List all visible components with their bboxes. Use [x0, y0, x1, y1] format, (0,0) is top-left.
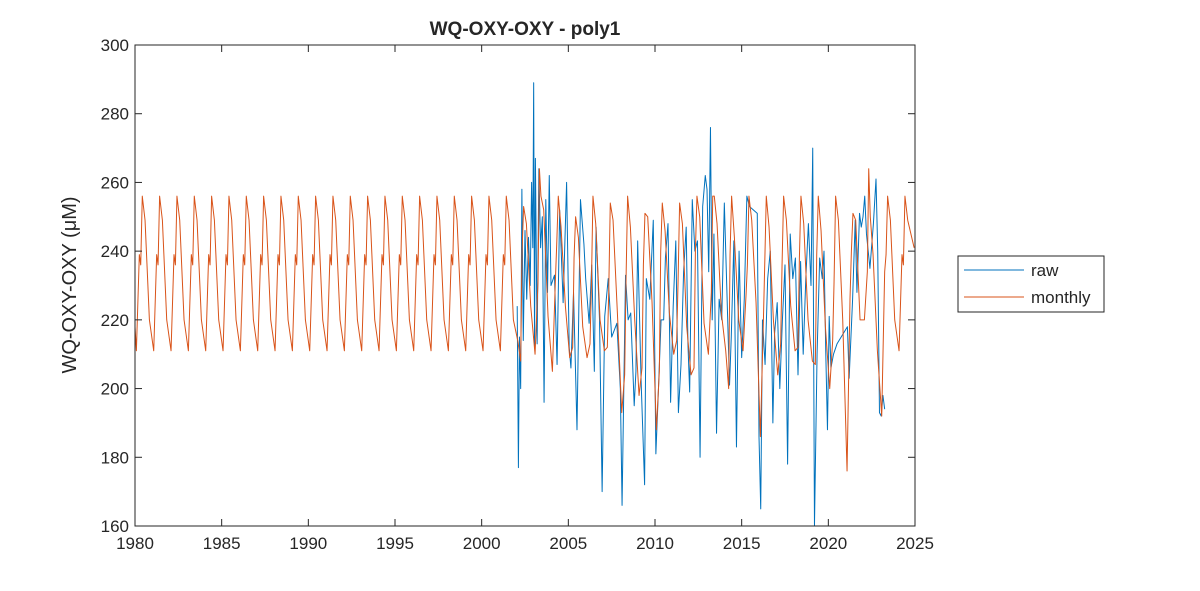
y-axis-label: WQ-OXY-OXY (μM)	[59, 196, 81, 373]
y-tick-label: 300	[101, 36, 129, 55]
series-layer	[134, 82, 915, 527]
chart-title: WQ-OXY-OXY - poly1	[430, 19, 621, 40]
legend-label: monthly	[1031, 288, 1091, 307]
x-tick-label: 2000	[463, 534, 501, 553]
x-tick-label: 2015	[723, 534, 761, 553]
x-tick-label: 2010	[636, 534, 674, 553]
series-line	[134, 168, 915, 472]
series-line	[516, 82, 886, 527]
x-tick-label: 1985	[203, 534, 241, 553]
x-tick-label: 2025	[896, 534, 934, 553]
y-tick-label: 200	[101, 380, 129, 399]
axes-box	[134, 44, 916, 527]
legend: raw monthly	[957, 255, 1105, 313]
x-tick-label: 1980	[116, 534, 154, 553]
y-tick-label: 180	[101, 448, 129, 467]
y-tick-label: 280	[101, 105, 129, 124]
x-tick-label: 1990	[289, 534, 327, 553]
x-tick-label: 1995	[376, 534, 414, 553]
y-tick-label: 260	[101, 173, 129, 192]
legend-label: raw	[1031, 261, 1059, 280]
x-tick-label: 2005	[549, 534, 587, 553]
x-tick-label: 2020	[809, 534, 847, 553]
y-tick-label: 160	[101, 517, 129, 536]
y-tick-label: 240	[101, 242, 129, 261]
legend-box	[957, 255, 1105, 313]
y-tick-label: 220	[101, 311, 129, 330]
